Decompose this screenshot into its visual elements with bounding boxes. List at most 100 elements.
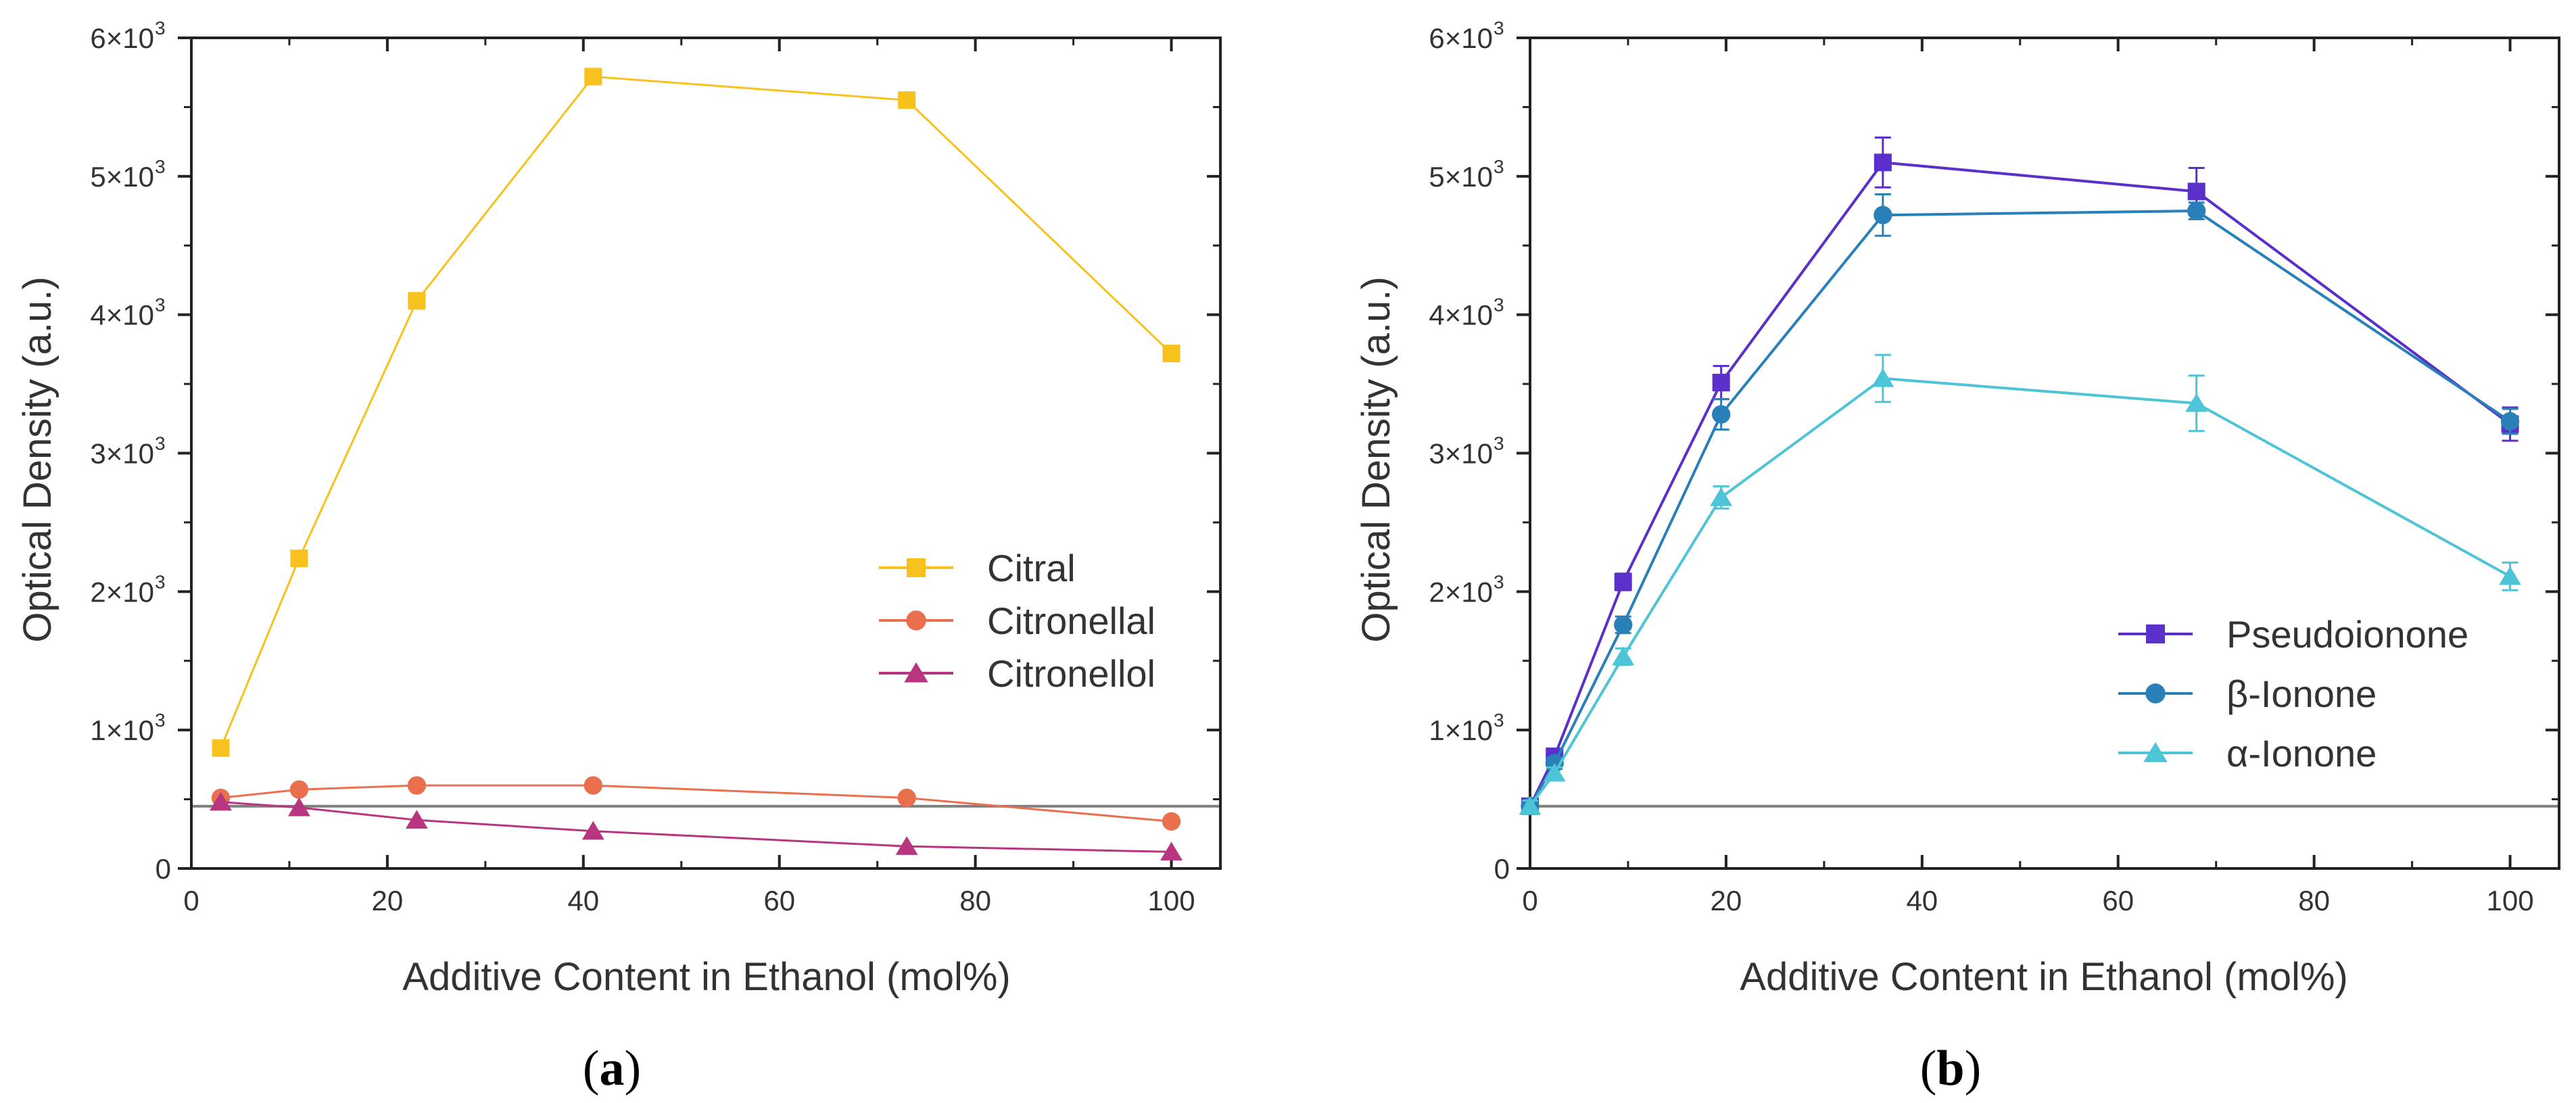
legend-b: Pseudoionone β-Ionone α-Ionone: [2118, 613, 2468, 775]
data-point: [2499, 566, 2521, 585]
data-point: [288, 797, 310, 816]
data-point: [2187, 201, 2206, 220]
data-point: [1871, 368, 1894, 387]
series-a: [210, 68, 1183, 861]
y-axis-label-b: Optical Density (a.u.): [1354, 276, 1398, 643]
y-tick-label-a: 1×10: [90, 714, 154, 746]
data-point: [289, 780, 309, 799]
legend-label: Pseudoionone: [2226, 613, 2468, 656]
x-tick-label-b: 80: [2298, 885, 2330, 916]
y-tick-exponent-a: 3: [155, 18, 166, 39]
y-tick-exponent-a: 3: [155, 433, 166, 454]
x-tick-label-b: 40: [1906, 885, 1938, 916]
data-point: [581, 820, 604, 840]
x-tick-label-a: 20: [372, 885, 404, 916]
x-tick-label-a: 0: [183, 885, 199, 916]
y-tick-label-a: 0: [156, 853, 171, 885]
legend-marker: [906, 610, 926, 631]
y-tick-label-a: 5×10: [90, 161, 154, 193]
y-tick-exponent-b: 3: [1494, 710, 1504, 731]
series-line: [220, 784, 1172, 823]
y-tick-label-a: 6×10: [90, 22, 154, 54]
data-point: [583, 776, 602, 795]
x-tick-label-b: 0: [1522, 885, 1537, 916]
caption-a: (a): [583, 1041, 641, 1096]
data-point: [1712, 374, 1730, 392]
y-tick-label-b: 5×10: [1429, 161, 1493, 193]
y-tick-exponent-a: 3: [155, 710, 166, 731]
caption-a-close: ): [625, 1041, 642, 1096]
series-line: [1529, 210, 2511, 807]
series--ionone-b: [1521, 193, 2520, 816]
series--ionone-b: [1519, 353, 2521, 815]
y-tick-exponent-b: 3: [1494, 295, 1504, 316]
series-citronellal-a: [211, 776, 1181, 831]
x-tick-label-a: 100: [1147, 885, 1195, 916]
data-point: [2500, 412, 2520, 431]
legend-a: Citral Citronellal Citronellol: [879, 547, 1155, 695]
data-point: [1160, 841, 1183, 861]
data-point: [897, 788, 916, 808]
y-tick-exponent-b: 3: [1494, 156, 1504, 177]
data-point: [2187, 182, 2205, 201]
data-point: [1612, 646, 1635, 666]
y-tick-exponent-a: 3: [155, 295, 166, 316]
data-point: [212, 739, 230, 757]
legend-label: Citronellal: [987, 599, 1155, 642]
data-point: [1614, 572, 1632, 591]
data-point: [1162, 345, 1180, 363]
data-point: [1874, 205, 1892, 224]
data-point: [405, 810, 428, 829]
caption-a-letter: a: [600, 1041, 625, 1096]
data-point: [2185, 393, 2208, 412]
data-point: [290, 549, 308, 568]
x-axis-label-b: Additive Content in Ethanol (mol%): [1740, 955, 2347, 999]
caption-b-open: (: [1920, 1041, 1937, 1096]
legend-marker: [2143, 741, 2168, 762]
y-tick-exponent-a: 3: [155, 571, 166, 592]
x-tick-label-b: 20: [1711, 885, 1742, 916]
y-tick-exponent-a: 3: [155, 156, 166, 177]
legend-label: α-Ionone: [2226, 732, 2377, 775]
legend-marker: [2145, 683, 2166, 704]
data-point: [210, 791, 232, 811]
legend-item-pseudoionone: Pseudoionone: [2118, 613, 2468, 656]
y-tick-label-b: 6×10: [1429, 22, 1493, 54]
y-tick-label-b: 0: [1494, 853, 1510, 885]
x-tick-label-a: 60: [763, 885, 795, 916]
y-tick-label-b: 2×10: [1429, 576, 1493, 608]
data-point: [1519, 795, 1542, 815]
legend-marker: [907, 558, 926, 577]
legend-label: β-Ionone: [2226, 672, 2377, 715]
data-point: [1162, 812, 1181, 831]
y-tick-exponent-b: 3: [1494, 18, 1504, 39]
data-point: [1614, 615, 1633, 635]
series-line: [220, 75, 1172, 749]
y-tick-label-b: 1×10: [1429, 714, 1493, 746]
x-tick-label-a: 80: [959, 885, 991, 916]
series-line: [220, 801, 1172, 853]
data-point: [1710, 487, 1733, 506]
plot-frame-b: [1529, 36, 2560, 870]
y-tick-label-a: 3×10: [90, 438, 154, 470]
caption-b-close: ): [1965, 1041, 1982, 1096]
caption-b-letter: b: [1936, 1041, 1964, 1096]
legend-item--ionone: α-Ionone: [2118, 732, 2377, 775]
legend-marker: [904, 662, 928, 683]
y-tick-label-a: 2×10: [90, 576, 154, 608]
y-axis-label-a: Optical Density (a.u.): [16, 276, 59, 643]
data-point: [898, 91, 916, 109]
legend-label: Citral: [987, 547, 1076, 589]
data-point: [584, 68, 602, 86]
caption-b: (b): [1920, 1041, 1981, 1096]
legend-item-citral: Citral: [879, 547, 1076, 589]
y-tick-label-b: 3×10: [1429, 438, 1493, 470]
series-citronellol-a: [210, 791, 1183, 861]
series-b: [1519, 136, 2521, 816]
series-citral-a: [212, 68, 1180, 757]
x-tick-label-b: 60: [2102, 885, 2134, 916]
